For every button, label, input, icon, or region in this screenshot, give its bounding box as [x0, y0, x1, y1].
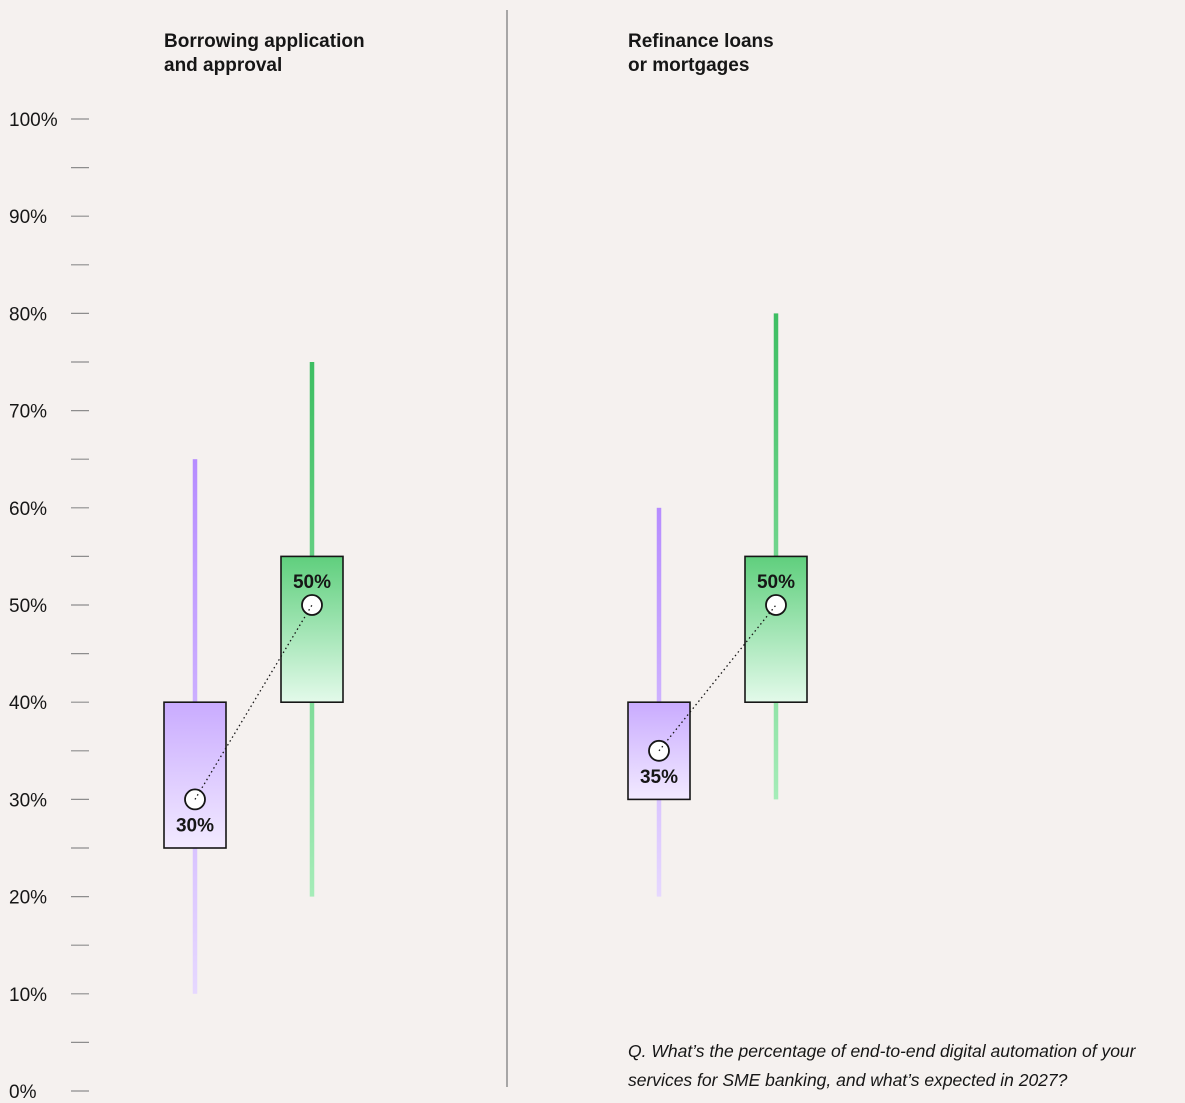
panel-title-line-2: and approval: [164, 55, 282, 76]
y-tick-label: 90%: [9, 207, 47, 228]
y-tick-label: 70%: [9, 402, 47, 423]
expected-iqr-box: [280, 555, 344, 704]
expected-median-marker: [301, 594, 323, 616]
expected-median-marker: [765, 594, 787, 616]
current-box-plot: 30%: [163, 459, 227, 994]
panel-1: Borrowing application and approval 30% 50%: [163, 31, 365, 994]
current-iqr-box: [163, 701, 227, 849]
panel-title-line-1: Borrowing application: [164, 31, 365, 52]
expected-median-label: 50%: [757, 572, 795, 593]
note-line-2: services for SME banking, and what’s exp…: [628, 1070, 1068, 1090]
y-tick-label: 50%: [9, 596, 47, 617]
current-median-label: 30%: [176, 815, 214, 836]
y-tick-label: 20%: [9, 888, 47, 909]
y-tick-label: 60%: [9, 499, 47, 520]
y-tick-label: 30%: [9, 790, 47, 811]
y-axis: 0% 10% 20% 30% 40% 50% 60% 70% 80% 90% 100%: [9, 110, 89, 1103]
y-tick-label: 40%: [9, 693, 47, 714]
y-tick-label: 0%: [9, 1082, 37, 1103]
panel-2: Refinance loans or mortgages 35% 50%: [627, 31, 808, 897]
expected-box-plot: 50%: [744, 313, 808, 800]
panel-title-line-1: Refinance loans: [628, 31, 774, 52]
survey-question-note: Q. What’s the percentage of end-to-end d…: [628, 1037, 1185, 1095]
expected-median-label: 50%: [293, 572, 331, 593]
expected-iqr-box: [744, 555, 808, 704]
current-box-plot: 35%: [627, 507, 691, 897]
note-line-1: Q. What’s the percentage of end-to-end d…: [628, 1041, 1136, 1061]
median-connector: [194, 604, 313, 800]
panel-title-line-2: or mortgages: [628, 55, 749, 76]
current-median-label: 35%: [640, 767, 678, 788]
y-tick-label: 10%: [9, 985, 47, 1006]
y-tick-label: 100%: [9, 110, 58, 131]
y-tick-label: 80%: [9, 304, 47, 325]
expected-box-plot: 50%: [280, 362, 344, 897]
